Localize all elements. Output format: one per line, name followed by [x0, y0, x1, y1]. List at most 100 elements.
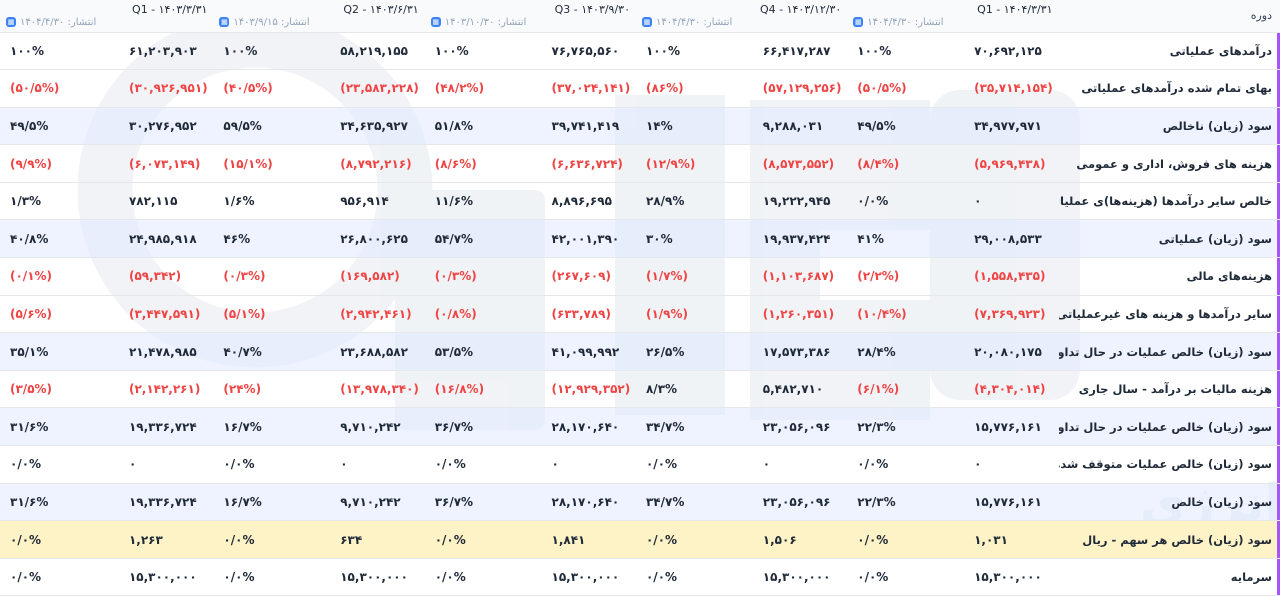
cell-value: (۳۷,۰۲۴,۱۴۱) — [551, 81, 631, 96]
cell-percent: ۵۴/۷% — [434, 231, 474, 246]
cell-value: ۵۸,۲۱۹,۱۵۵ — [340, 43, 408, 58]
cell-percent: (۴۰/۵%) — [223, 81, 273, 96]
cell-percent: ۲۲/۳% — [857, 419, 896, 434]
cell-value: ۱۵,۳۰۰,۰۰۰ — [340, 570, 408, 585]
cell-value: ۰ — [974, 457, 982, 472]
period-title: Q4 - ۱۴۰۳/۱۲/۳۰ — [759, 2, 842, 16]
cell-percent: ۰/۰% — [434, 570, 466, 585]
cell-value: ۲۸,۱۷۰,۶۴۰ — [551, 494, 620, 509]
calendar-icon: ▦ — [641, 17, 652, 28]
cell-percent: ۳۴/۷% — [645, 419, 685, 434]
cell-value: ۴۲,۰۰۱,۳۹۰ — [551, 231, 620, 246]
cell-percent: ۱۰۰% — [857, 43, 892, 58]
cell-value: ۷۸۲,۱۱۵ — [128, 194, 178, 209]
cell-percent: ۱۰۰% — [223, 43, 258, 58]
cell-percent: (۲۴%) — [223, 382, 262, 397]
cell-value: ۱,۵۰۶ — [762, 532, 797, 547]
row-label: خالص سایر درآمدها (هزینه‌ها)ی عملیاتی — [1059, 182, 1280, 220]
cell-percent: ۰/۰% — [645, 570, 678, 585]
cell-percent: ۳۱/۶% — [10, 419, 49, 434]
cell-percent: ۳۰% — [645, 231, 673, 246]
row-label: سود (زیان) خالص — [1059, 483, 1280, 521]
cell-value: (۱,۱۰۳,۶۸۷) — [762, 269, 835, 284]
cell-percent: (۱۶/۸%) — [434, 382, 485, 397]
period-title: Q3 - ۱۴۰۳/۹/۳۰ — [554, 2, 630, 16]
period-header-q2-1403[interactable]: Q2 - ۱۴۰۳/۶/۳۱ انتشار: ۱۴۰۳/۹/۱۵ ▦ — [213, 0, 425, 33]
calendar-icon: ▦ — [219, 17, 230, 28]
cell-percent: ۴۰/۸% — [10, 231, 49, 246]
cell-value: ۱۹,۳۳۶,۷۲۴ — [128, 419, 197, 434]
row-label: هزینه مالیات بر درآمد - سال جاری — [1059, 370, 1280, 408]
cell-value: (۳۰,۹۲۶,۹۵۱) — [128, 81, 208, 96]
cell-value: (۴,۳۰۴,۰۱۴) — [974, 382, 1046, 397]
cell-percent: (۰/۳%) — [223, 269, 266, 284]
cell-value: (۵۷,۱۲۹,۲۵۶) — [762, 81, 842, 96]
row-label: سود (زیان) عملیاتی — [1059, 219, 1280, 258]
cell-value: ۸,۸۹۶,۶۹۵ — [551, 194, 612, 209]
cell-value: (۱۳,۹۷۸,۳۴۰) — [340, 382, 419, 397]
cell-percent: ۴۹/۵% — [857, 118, 896, 133]
row-label: سود (زیان) خالص عملیات در حال تداوم قبل … — [1059, 332, 1280, 371]
cell-value: ۶۱,۲۰۳,۹۰۳ — [128, 43, 197, 58]
cell-percent: ۲۸/۹% — [645, 194, 685, 209]
cell-percent: ۱۶/۷% — [223, 419, 262, 434]
period-header-q4-1403[interactable]: Q4 - ۱۴۰۳/۱۲/۳۰ انتشار: ۱۴۰۴/۴/۳۰ ▦ — [635, 0, 848, 33]
row-label: سود (زیان) خالص هر سهم - ریال — [1059, 520, 1280, 559]
cell-value: ۹,۷۱۰,۲۴۲ — [340, 494, 401, 509]
cell-percent: ۰/۰% — [857, 457, 889, 472]
cell-percent: ۰/۰% — [10, 532, 42, 547]
cell-percent: (۴۸/۲%) — [434, 81, 485, 96]
cell-value: (۵۹,۳۴۲) — [128, 269, 182, 284]
cell-value: (۱۶۹,۵۸۲) — [340, 269, 400, 284]
cell-value: (۱۲,۹۲۹,۳۵۲) — [551, 382, 631, 397]
cell-value: ۹,۲۸۸,۰۳۱ — [762, 118, 824, 133]
table-row: بهای تمام شده درآمدهای عملیاتی (۳۵,۷۱۴,۱۵… — [0, 69, 1280, 108]
row-label: هزینه‌های مالی — [1059, 257, 1280, 296]
cell-value: ۶۳۴ — [340, 532, 363, 547]
cell-percent: (۲/۲%) — [857, 269, 900, 284]
cell-percent: ۰/۰% — [645, 457, 678, 472]
cell-percent: (۰/۱%) — [10, 269, 53, 284]
cell-percent: ۴۶% — [223, 231, 251, 246]
table-row: سود (زیان) خالص عملیات متوقف شده ۰ ۰/۰% ۰ ۰/… — [0, 445, 1280, 484]
cell-percent: ۱۰۰% — [10, 43, 44, 58]
cell-percent: (۱۰/۴%) — [857, 306, 907, 321]
cell-percent: (۱/۷%) — [645, 269, 689, 284]
table-body: درآمدهای عملیاتی ۷۰,۶۹۲,۱۲۵ ۱۰۰% ۶۶,۴۱۷,۲۸۷… — [0, 32, 1280, 596]
cell-value: (۲۶۷,۶۰۹) — [551, 269, 611, 284]
table-row: سود (زیان) خالص عملیات در حال تداوم ۱۵,۷۷… — [0, 407, 1280, 446]
period-header-q1-1404[interactable]: Q1 - ۱۴۰۴/۳/۳۱ انتشار: ۱۴۰۴/۴/۳۰ ▦ — [847, 0, 1059, 33]
publish-date: انتشار: ۱۴۰۳/۹/۱۵ — [233, 16, 310, 28]
cell-value: ۱,۸۴۱ — [551, 532, 586, 547]
cell-value: ۴۱,۰۹۹,۹۹۲ — [551, 344, 620, 359]
cell-percent: ۵۳/۵% — [434, 344, 474, 359]
cell-value: (۶,۶۳۶,۷۲۴) — [551, 156, 623, 171]
cell-percent: ۰/۰% — [223, 457, 255, 472]
table-row: هزینه‌های مالی (۱,۵۵۸,۴۳۵) (۲/۲%) (۱,۱۰۳,۶۸… — [0, 257, 1280, 296]
cell-value: ۱۹,۲۲۲,۹۴۵ — [762, 194, 831, 209]
cell-percent: ۰/۰% — [223, 532, 255, 547]
row-label: سایر درآمدها و هزینه های غیرعملیاتی — [1059, 295, 1280, 333]
cell-value: ۷۶,۷۶۵,۵۶۰ — [551, 43, 620, 58]
cell-percent: (۸۶%) — [645, 81, 684, 96]
row-label: بهای تمام شده درآمدهای عملیاتی — [1059, 69, 1280, 108]
publish-date: انتشار: ۱۴۰۴/۴/۳۰ — [655, 16, 733, 28]
cell-percent: ۱۶/۷% — [223, 494, 262, 509]
cell-value: (۳,۴۴۷,۵۹۱) — [128, 306, 201, 321]
cell-value: ۰ — [762, 457, 771, 472]
cell-value: (۳۵,۷۱۴,۱۵۴) — [974, 81, 1053, 96]
cell-percent: ۱/۳% — [10, 194, 42, 209]
cell-percent: (۸/۴%) — [857, 156, 900, 171]
cell-value: (۱,۲۶۰,۳۵۱) — [762, 306, 835, 321]
cell-value: ۷۰,۶۹۲,۱۲۵ — [974, 43, 1042, 58]
cell-percent: ۴۹/۵% — [10, 118, 49, 133]
cell-value: ۳۰,۲۷۶,۹۵۲ — [128, 118, 197, 133]
cell-percent: ۲۸/۴% — [857, 344, 896, 359]
period-header-q3-1403[interactable]: Q3 - ۱۴۰۳/۹/۳۰ انتشار: ۱۴۰۳/۱۰/۳۰ ▦ — [424, 0, 636, 33]
cell-value: (۱,۵۵۸,۴۳۵) — [974, 269, 1046, 284]
cell-value: ۱۹,۹۳۷,۴۲۴ — [762, 231, 831, 246]
period-header-q1-1403[interactable]: Q1 - ۱۴۰۳/۳/۳۱ انتشار: ۱۴۰۴/۴/۳۰ ▦ — [0, 0, 214, 33]
calendar-icon: ▦ — [853, 17, 864, 28]
table-row: سرمایه ۱۵,۳۰۰,۰۰۰ ۰/۰% ۱۵,۳۰۰,۰۰۰ ۰/۰% ۱۵,۳۰۰… — [0, 558, 1280, 596]
